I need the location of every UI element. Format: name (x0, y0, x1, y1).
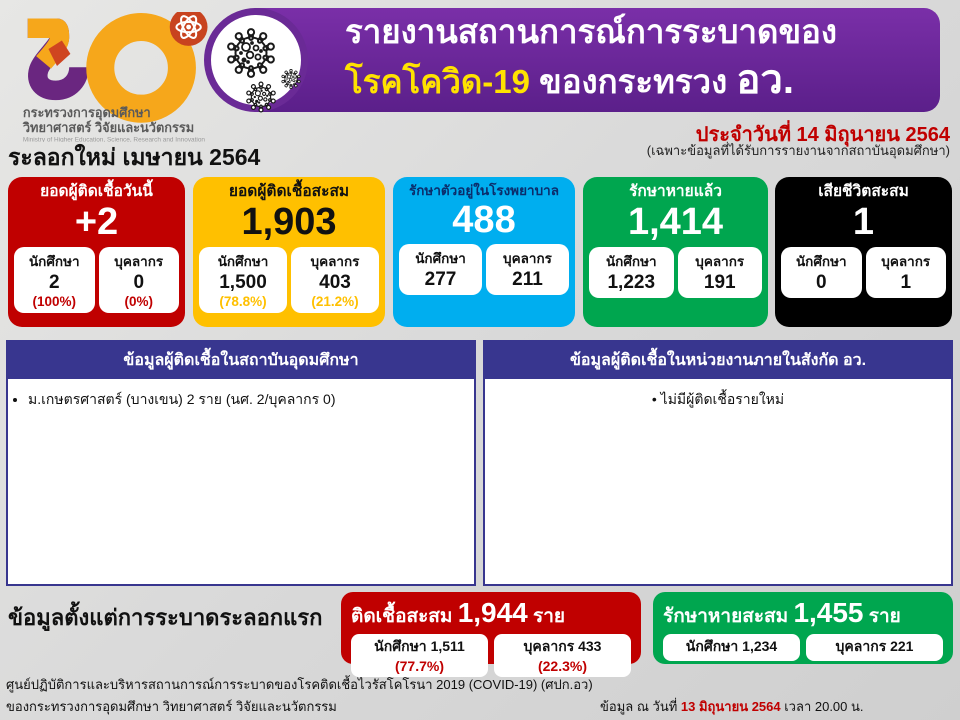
svg-text:วิทยาศาสตร์ วิจัยและนวัตกรรม: วิทยาศาสตร์ วิจัยและนวัตกรรม (22, 120, 194, 135)
svg-text:กระทรวงการอุดมศึกษา: กระทรวงการอุดมศึกษา (23, 105, 151, 121)
